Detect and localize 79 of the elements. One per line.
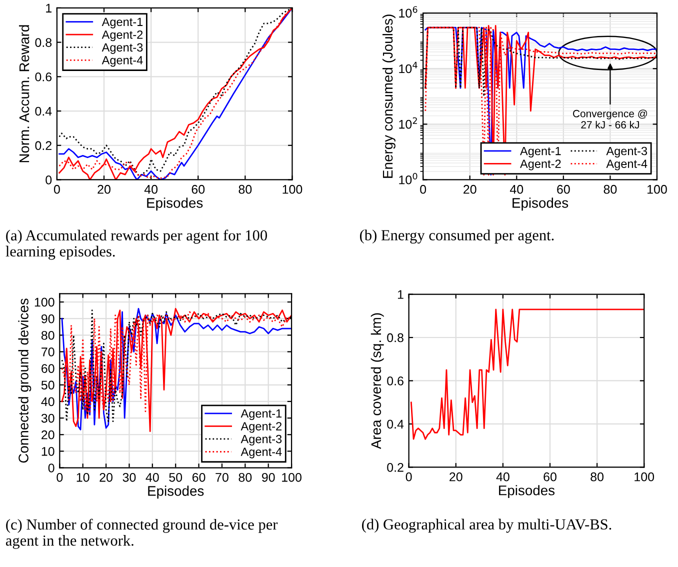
x-tick-label: 90: [262, 472, 275, 482]
line-series: [410, 308, 644, 440]
y-tick-label: 40: [41, 397, 54, 406]
y-axis-title: Energy consumed (Joules): [382, 14, 396, 178]
x-tick-label: 20: [98, 184, 110, 194]
x-tick-label: 80: [604, 184, 617, 194]
x-tick-label: 40: [144, 184, 158, 194]
y-tick-label: 10$^{0}$: [399, 172, 418, 184]
y-tick-label: 0: [46, 176, 52, 184]
x-tick-label: 50: [169, 472, 182, 482]
y-tick-label: 80: [41, 330, 54, 340]
x-tick-label: 100: [634, 472, 654, 482]
x-tick-label: 30: [122, 472, 136, 482]
legend-label: Agent-4: [240, 448, 282, 458]
y-tick-label: 0.2: [35, 141, 52, 150]
y-tick-label: 100: [34, 298, 54, 307]
y-tick-label: 0.6: [387, 376, 404, 386]
y-tick-label: 10$^{2}$: [399, 117, 417, 129]
y-tick-label: 1: [398, 290, 404, 299]
x-tick-label: 0: [56, 472, 63, 482]
legend-label: Agent-2: [240, 422, 282, 433]
x-tick-label: 0: [420, 184, 426, 194]
x-tick-label: 60: [192, 184, 205, 194]
y-tick-label: 90: [41, 314, 54, 324]
y-tick-label: 70: [42, 348, 54, 356]
y-tick-label: 0.4: [35, 106, 52, 116]
legend-label: Agent-1: [520, 146, 561, 158]
x-tick-label: 40: [510, 184, 524, 194]
legend-label: Agent-3: [240, 434, 282, 446]
legend-label: Agent-3: [606, 146, 648, 158]
legend-label: Agent-4: [102, 56, 143, 67]
y-axis-title: Norm. Accum. Reward: [18, 25, 30, 162]
y-tick-label: 10: [42, 447, 54, 456]
x-tick-label: 40: [146, 472, 159, 482]
x-tick-label: 60: [544, 472, 556, 482]
x-tick-label: 100: [648, 184, 667, 194]
x-tick-label: 100: [282, 472, 302, 482]
text: (a) Accumulated rewards per agent for 100 learning episodes.: [6, 230, 267, 260]
annotation: Convergence @ 27 kJ - 66 kJ: [573, 110, 648, 129]
x-axis-title: Episodes: [147, 198, 203, 211]
x-tick-label: 80: [590, 472, 604, 482]
y-tick-label: 0.2: [387, 463, 404, 472]
x-tick-label: 10: [76, 472, 90, 482]
x-tick-label: 40: [496, 472, 510, 482]
x-tick-label: 60: [192, 472, 206, 482]
y-tick-label: 1: [46, 4, 52, 12]
legend-label: Agent-3: [102, 43, 143, 54]
x-tick-label: 70: [216, 472, 228, 482]
y-tick-label: 0.6: [35, 72, 52, 82]
x-axis-title: Episodes: [499, 485, 555, 498]
y-tick-label: 0.4: [387, 420, 404, 429]
y-tick-label: 20: [42, 430, 54, 440]
y-tick-label: 60: [42, 364, 54, 373]
x-tick-label: 100: [282, 184, 302, 194]
x-tick-label: 60: [557, 184, 570, 194]
text: (b) Energy consumed per agent.: [360, 230, 554, 244]
text: (d) Geographical area by multi-UAV-BS.: [362, 518, 612, 533]
y-tick-label: 10$^{4}$: [399, 62, 418, 74]
legend-label: Agent-1: [102, 18, 143, 28]
x-tick-label: 80: [238, 184, 252, 194]
y-tick-label: 10$^{6}$: [399, 6, 418, 18]
legend-label: Agent-1: [240, 409, 282, 420]
y-tick-label: 0.8: [387, 333, 404, 342]
x-axis-title: Episodes: [148, 486, 204, 499]
legend-label: Agent-2: [520, 160, 561, 170]
text: (c) Number of connected ground de-vice per agent in the network.: [6, 518, 278, 549]
legend-label: Agent-4: [606, 160, 648, 170]
x-tick-label: 20: [100, 472, 113, 482]
x-tick-label: 80: [238, 472, 252, 482]
y-tick-label: 0: [48, 464, 54, 472]
y-tick-label: 0.8: [35, 38, 52, 47]
x-axis-title: Episodes: [512, 198, 568, 211]
x-tick-label: 20: [450, 472, 462, 482]
y-tick-label: 50: [41, 380, 54, 390]
x-tick-label: 20: [464, 184, 476, 194]
y-axis-title: Area covered (sq. km): [370, 313, 384, 450]
y-axis-title: Connected ground devices: [18, 298, 32, 463]
y-tick-label: 30: [41, 414, 54, 423]
legend-label: Agent-2: [102, 30, 143, 42]
